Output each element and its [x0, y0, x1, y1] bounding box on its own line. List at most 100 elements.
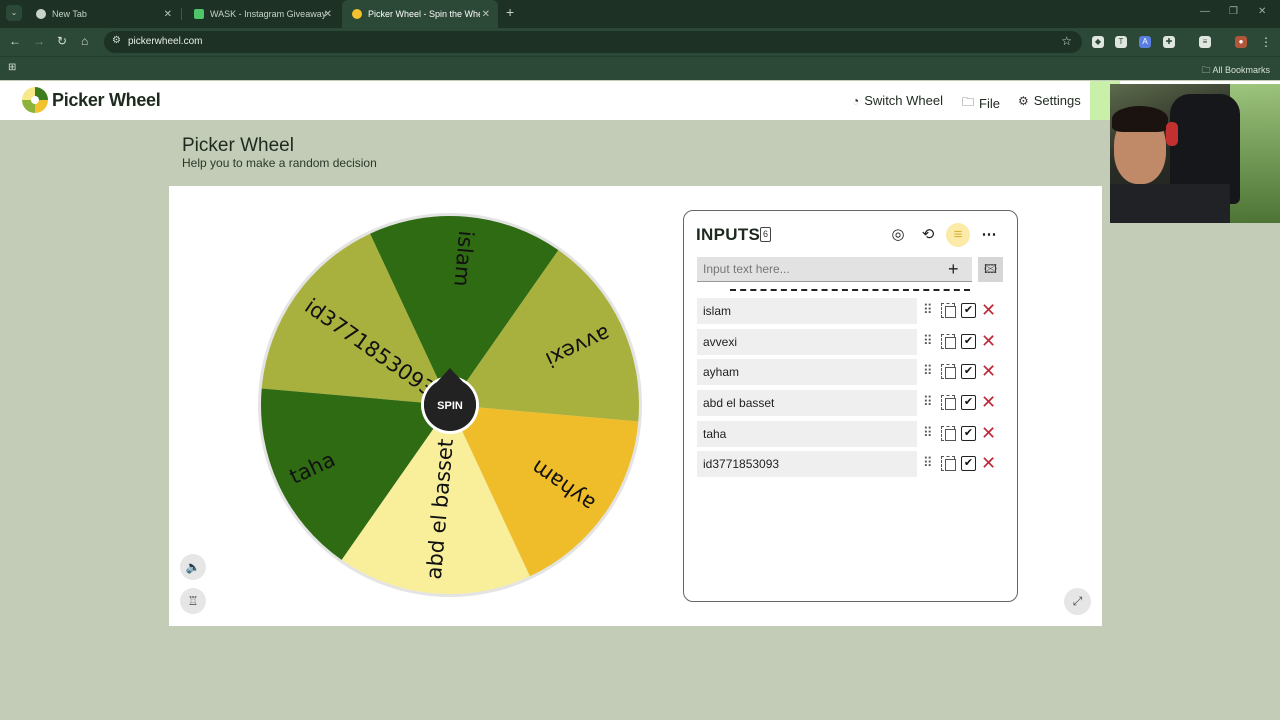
- avatar[interactable]: ●: [1235, 36, 1247, 48]
- delete-icon[interactable]: ✕: [981, 453, 997, 473]
- address-bar[interactable]: ⚙ pickerwheel.com ☆: [104, 31, 1082, 53]
- switch-wheel-button[interactable]: ◔ Switch Wheel: [852, 93, 943, 108]
- hide-eye-icon[interactable]: ◎: [891, 226, 905, 243]
- more-options-icon[interactable]: ⋯: [981, 226, 997, 243]
- include-checkbox[interactable]: ✔: [961, 303, 976, 318]
- new-tab-icon[interactable]: +: [506, 4, 515, 20]
- gear-icon: ⚙: [1018, 93, 1029, 108]
- duplicate-icon[interactable]: [941, 364, 956, 379]
- wheel-segment: [450, 405, 639, 577]
- drag-handle-icon[interactable]: ⠿: [923, 394, 932, 409]
- site-header: Picker Wheel ◔ Switch Wheel 🗀 File ⚙ Set…: [0, 81, 1280, 120]
- entry-name[interactable]: avvexi: [697, 329, 917, 355]
- results-button[interactable]: ♖: [180, 588, 206, 614]
- spin-label: SPIN: [437, 400, 463, 412]
- picker-wheel-logo-icon[interactable]: [22, 87, 48, 113]
- delete-icon[interactable]: ✕: [981, 392, 997, 412]
- duplicate-icon[interactable]: [941, 456, 956, 471]
- add-image-icon[interactable]: 🖾: [978, 257, 1003, 282]
- tab-picker-wheel[interactable]: Picker Wheel - Spin the Wheel ✕: [342, 0, 498, 28]
- folder-icon: 🗀: [962, 95, 975, 109]
- spin-button[interactable]: SPIN: [421, 368, 479, 434]
- extension-icon[interactable]: A: [1139, 36, 1151, 48]
- inputs-title: INPUTS: [696, 225, 761, 244]
- drag-handle-icon[interactable]: ⠿: [923, 455, 932, 470]
- wheel-segment: [341, 405, 530, 594]
- tab-search-icon[interactable]: ⌄: [6, 5, 22, 21]
- close-icon[interactable]: ✕: [163, 8, 172, 20]
- tab-new-tab[interactable]: New Tab ✕: [26, 0, 180, 28]
- extension-icon[interactable]: T: [1115, 36, 1127, 48]
- window-close-icon[interactable]: ✕: [1258, 6, 1267, 17]
- browser-tab-bar: ⌄ New Tab ✕ WASK - Instagram Giveaway ✕ …: [0, 0, 1280, 28]
- page-subtitle: Help you to make a random decision: [182, 156, 377, 170]
- url-text: pickerwheel.com: [128, 36, 203, 47]
- sort-list-icon[interactable]: ≡: [946, 223, 970, 247]
- tab-wask[interactable]: WASK - Instagram Giveaway ✕: [184, 0, 340, 28]
- delete-icon[interactable]: ✕: [981, 361, 997, 381]
- back-icon[interactable]: ←: [9, 34, 21, 48]
- duplicate-icon[interactable]: [941, 395, 956, 410]
- bookmark-star-icon[interactable]: ☆: [1061, 34, 1072, 48]
- entry-name[interactable]: islam: [697, 298, 917, 324]
- list-item: avvexi ⠿ ✔ ✕: [697, 329, 1007, 355]
- tab-separator: [181, 8, 182, 20]
- profile-sync-icon[interactable]: ≡: [1199, 36, 1211, 48]
- forward-icon[interactable]: →: [33, 34, 45, 48]
- duplicate-icon[interactable]: [941, 334, 956, 349]
- restore-icon[interactable]: ❐: [1229, 6, 1238, 17]
- include-checkbox[interactable]: ✔: [961, 456, 976, 471]
- reload-icon[interactable]: ↻: [57, 34, 68, 48]
- entry-name[interactable]: id3771853093: [697, 451, 917, 477]
- extension-icon[interactable]: ◆: [1092, 36, 1104, 48]
- duplicate-icon[interactable]: [941, 426, 956, 441]
- drag-handle-icon[interactable]: ⠿: [923, 363, 932, 378]
- drag-handle-icon[interactable]: ⠿: [923, 302, 932, 317]
- include-checkbox[interactable]: ✔: [961, 334, 976, 349]
- page-title: Picker Wheel: [182, 135, 294, 156]
- settings-button[interactable]: ⚙ Settings: [1018, 93, 1081, 108]
- sound-toggle-button[interactable]: 🔈: [180, 554, 206, 580]
- entry-name[interactable]: abd el basset: [697, 390, 917, 416]
- webcam-overlay: [1110, 84, 1280, 223]
- minimize-icon[interactable]: —: [1200, 6, 1210, 17]
- close-icon[interactable]: ✕: [481, 8, 490, 20]
- include-checkbox[interactable]: ✔: [961, 364, 976, 379]
- input-text-field[interactable]: [697, 257, 972, 282]
- file-button[interactable]: 🗀 File: [962, 93, 1000, 114]
- wheel-segment: [261, 388, 450, 560]
- drag-handle-icon[interactable]: ⠿: [923, 425, 932, 440]
- apps-grid-icon[interactable]: ⊞: [8, 62, 17, 73]
- site-info-icon[interactable]: ⚙: [112, 35, 121, 46]
- pointer-icon: ◔: [852, 93, 860, 108]
- delete-icon[interactable]: ✕: [981, 331, 997, 351]
- include-checkbox[interactable]: ✔: [961, 395, 976, 410]
- wheel-segment-label: islam: [449, 230, 478, 288]
- trophy-icon: ♖: [187, 594, 199, 608]
- all-bookmarks[interactable]: 🗀 All Bookmarks: [1201, 65, 1270, 75]
- add-entry-icon[interactable]: +: [948, 259, 959, 279]
- speaker-icon: 🔈: [185, 560, 201, 574]
- shuffle-icon[interactable]: ⟲: [921, 226, 935, 243]
- drag-handle-icon[interactable]: ⠿: [923, 333, 932, 348]
- delete-icon[interactable]: ✕: [981, 300, 997, 320]
- delete-icon[interactable]: ✕: [981, 423, 997, 443]
- wask-favicon-icon: [194, 9, 204, 19]
- webcam-hair: [1112, 106, 1168, 132]
- duplicate-icon[interactable]: [941, 303, 956, 318]
- picker-wheel[interactable]: id3771853093 islam avvexi ayham abd el basse…: [255, 210, 645, 600]
- wheel-segment: [450, 250, 639, 422]
- entry-name[interactable]: ayham: [697, 359, 917, 385]
- include-checkbox[interactable]: ✔: [961, 426, 976, 441]
- menu-dots-icon[interactable]: ⋮: [1260, 35, 1272, 49]
- close-icon[interactable]: ✕: [323, 8, 332, 20]
- home-icon[interactable]: ⌂: [81, 34, 89, 48]
- site-logo-text[interactable]: Picker Wheel: [52, 90, 161, 110]
- list-item: taha ⠿ ✔ ✕: [697, 421, 1007, 447]
- list-item: abd el basset ⠿ ✔ ✕: [697, 390, 1007, 416]
- wheel-segment: [261, 233, 450, 405]
- fullscreen-expand-icon[interactable]: ⤢: [1064, 588, 1091, 615]
- entry-name[interactable]: taha: [697, 421, 917, 447]
- puzzle-icon[interactable]: ✚: [1163, 36, 1175, 48]
